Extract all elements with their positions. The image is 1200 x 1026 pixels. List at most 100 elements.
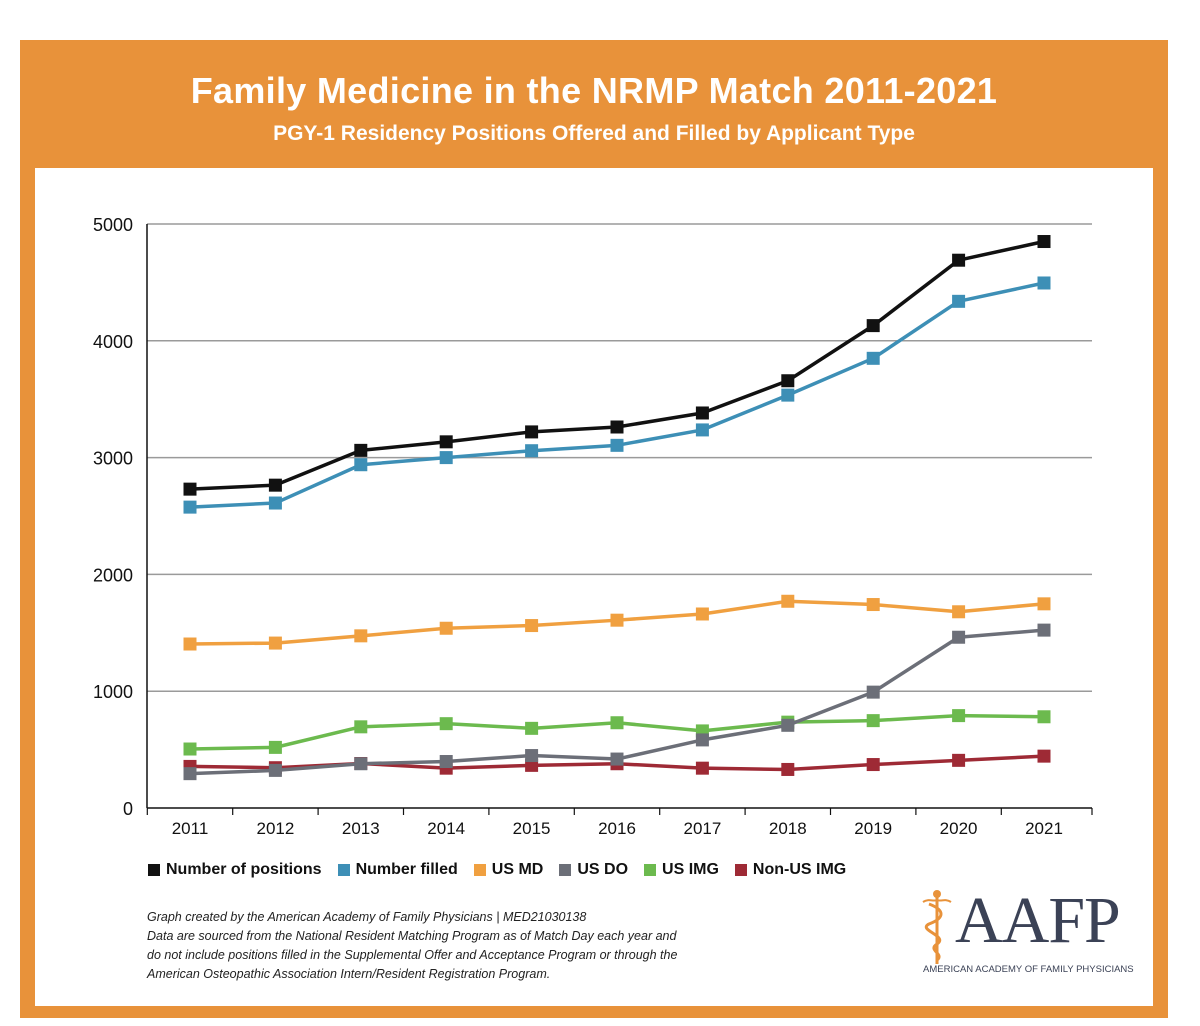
point-us-do-2015: [525, 749, 539, 763]
legend-swatch-number-of-positions: [148, 864, 160, 876]
point-us-do-2021: [1037, 623, 1051, 637]
point-number-filled-2018: [781, 388, 795, 402]
point-number-filled-2019: [866, 351, 880, 365]
x-tick-label-2020: 2020: [940, 819, 978, 838]
logo-full-name: AMERICAN ACADEMY OF FAMILY PHYSICIANS: [923, 964, 1134, 975]
chart-panel: 0 1000 2000 3000 4000 5000 2011 2012 2013 2014 201…: [35, 168, 1153, 1006]
legend-swatch-number-filled: [337, 864, 350, 876]
point-us-img-2012: [268, 740, 282, 754]
point-us-do-2019: [866, 685, 880, 699]
point-number-filled-2016: [610, 438, 624, 452]
point-number-filled-2014: [439, 451, 453, 465]
legend-label-us-md: US MD: [491, 861, 544, 878]
point-us-img-2019: [866, 714, 880, 728]
x-tick-label-2015: 2015: [513, 819, 551, 838]
point-number-filled-2015: [525, 444, 539, 458]
source-notes: Graph created by the American Academy of…: [147, 908, 787, 984]
point-number-filled-2013: [354, 458, 368, 472]
point-non-us-img-2020: [952, 753, 966, 767]
legend-item-us-do: US DO: [559, 861, 628, 879]
y-tick-label-0: 0: [123, 799, 133, 819]
point-number-of-positions-2011: [183, 482, 197, 496]
series-line-us-do: [189, 628, 1045, 776]
legend-item-us-md: US MD: [473, 861, 544, 879]
point-us-md-2013: [354, 629, 368, 643]
notes-line-1: Graph created by the American Academy of…: [147, 910, 587, 924]
point-non-us-img-2018: [781, 762, 795, 776]
point-us-img-2015: [525, 721, 539, 735]
point-number-filled-2012: [268, 496, 282, 510]
point-us-md-2021: [1037, 597, 1051, 611]
legend-label-non-us-img: Non-US IMG: [752, 861, 847, 878]
point-us-do-2013: [354, 757, 368, 771]
point-us-md-2020: [952, 605, 966, 619]
point-us-img-2020: [952, 709, 966, 723]
point-us-md-2011: [183, 637, 197, 651]
point-number-of-positions-2017: [695, 406, 709, 420]
point-number-of-positions-2014: [439, 435, 453, 449]
point-us-img-2013: [354, 720, 368, 734]
point-number-of-positions-2013: [354, 443, 368, 457]
notes-line-3: do not include positions filled in the S…: [147, 948, 678, 962]
legend-swatch-us-img: [644, 864, 657, 876]
line-chart: 0 1000 2000 3000 4000 5000 2011 2012 2013 2014 201…: [93, 215, 1093, 838]
point-us-img-2011: [183, 742, 197, 756]
point-us-md-2012: [268, 636, 282, 650]
chart-frame: Family Medicine in the NRMP Match 2011-2…: [20, 40, 1168, 1018]
point-us-do-2020: [952, 630, 966, 644]
point-us-md-2016: [610, 613, 624, 627]
logo-wordmark: AAFP: [955, 884, 1121, 957]
point-non-us-img-2021: [1037, 749, 1051, 763]
point-non-us-img-2019: [866, 758, 880, 772]
legend-label-number-of-positions: Number of positions: [166, 861, 322, 878]
point-number-of-positions-2015: [525, 425, 539, 439]
x-tick-label-2012: 2012: [256, 819, 294, 838]
point-number-filled-2017: [695, 423, 709, 437]
series-line-number-of-positions: [189, 239, 1045, 491]
point-number-filled-2021: [1037, 276, 1051, 290]
legend-label-number-filled: Number filled: [355, 861, 458, 878]
legend-item-us-img: US IMG: [644, 861, 719, 879]
point-non-us-img-2015: [525, 758, 539, 772]
point-number-filled-2011: [183, 500, 197, 514]
point-us-img-2021: [1037, 710, 1051, 724]
x-tick-label-2018: 2018: [769, 819, 807, 838]
aafp-logo: AAFP AMERICAN ACADEMY OF FAMILY PHYSICIA…: [915, 884, 1135, 984]
series-line-number-filled: [189, 281, 1045, 509]
point-number-of-positions-2012: [268, 478, 282, 492]
x-tick-label-2014: 2014: [427, 819, 465, 838]
chart-title: Family Medicine in the NRMP Match 2011-2…: [190, 70, 998, 111]
point-number-of-positions-2021: [1037, 235, 1051, 249]
point-number-of-positions-2019: [866, 319, 880, 333]
y-tick-label-5000: 5000: [93, 215, 133, 235]
point-us-md-2014: [439, 621, 453, 635]
point-number-of-positions-2020: [952, 253, 966, 267]
y-tick-label-3000: 3000: [93, 449, 133, 469]
chart-legend: Number of positions Number filled US MD US …: [148, 861, 846, 879]
notes-line-2: Data are sourced from the National Resid…: [147, 929, 677, 943]
point-us-do-2017: [695, 733, 709, 747]
point-us-img-2016: [610, 716, 624, 730]
legend-item-number-filled: Number filled: [337, 861, 458, 879]
point-us-do-2014: [439, 755, 453, 769]
point-us-md-2018: [781, 594, 795, 608]
point-us-do-2011: [183, 767, 197, 781]
point-us-md-2019: [866, 598, 880, 612]
legend-label-us-do: US DO: [577, 861, 629, 878]
point-us-md-2017: [695, 607, 709, 621]
y-tick-label-1000: 1000: [93, 682, 133, 702]
point-us-do-2018: [781, 718, 795, 732]
legend-swatch-us-do: [559, 864, 572, 876]
x-tick-label-2017: 2017: [683, 819, 721, 838]
caduceus-icon: [922, 890, 952, 964]
point-us-do-2016: [610, 752, 624, 766]
point-number-of-positions-2018: [781, 374, 795, 388]
point-number-filled-2020: [952, 294, 966, 308]
legend-label-us-img: US IMG: [662, 861, 719, 878]
legend-item-number-of-positions: Number of positions: [148, 861, 322, 879]
x-tick-label-2019: 2019: [854, 819, 892, 838]
x-tick-label-2021: 2021: [1025, 819, 1063, 838]
point-us-do-2012: [268, 763, 282, 777]
x-tick-label-2011: 2011: [172, 819, 209, 838]
point-us-md-2015: [525, 619, 539, 633]
